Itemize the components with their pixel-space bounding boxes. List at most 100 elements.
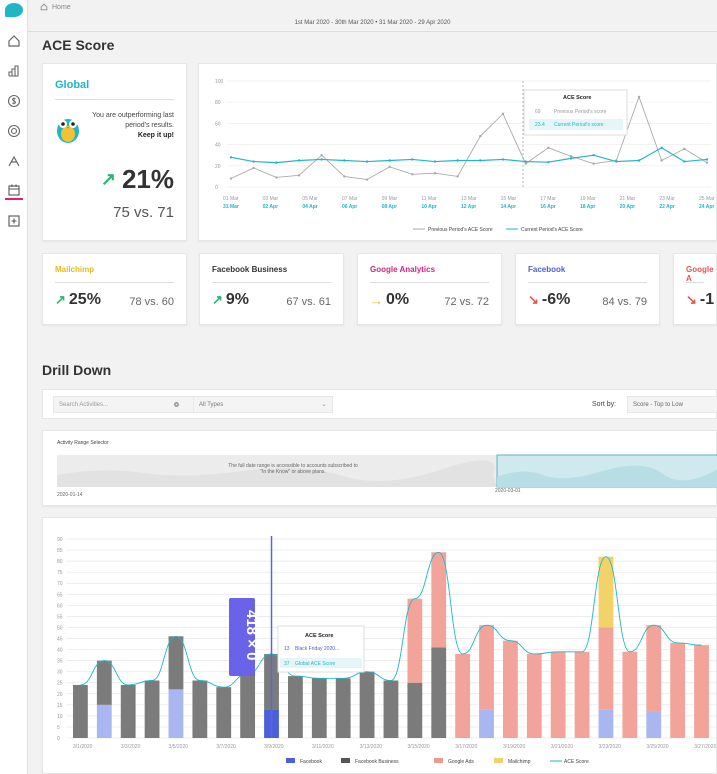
series-point <box>297 159 301 162</box>
drill-bar-chart[interactable]: 9085807570656055504540353025201510503/1/… <box>43 518 717 774</box>
channel-card[interactable]: Mailchimp ↗ 25% 78 vs. 60 <box>42 253 187 325</box>
channel-card[interactable]: Facebook Business ↗ 9% 67 vs. 61 <box>199 253 344 325</box>
home-icon[interactable] <box>5 32 23 50</box>
x-prev-label: 07 Mar <box>342 196 358 202</box>
sort-select[interactable]: Score - Top to Low <box>627 396 717 413</box>
gear-icon[interactable] <box>173 401 180 408</box>
x-prev-label: 17 Mar <box>540 196 556 202</box>
types-select[interactable]: All Types ⌄ <box>193 396 333 413</box>
bar-segment <box>694 645 709 738</box>
tooltip-highlight <box>529 119 623 130</box>
x-prev-label: 23 Mar <box>659 196 675 202</box>
bar-segment <box>311 678 327 738</box>
x-prev-label: 15 Mar <box>501 196 517 202</box>
tooltip-prev-value: 69 <box>535 109 541 115</box>
tooltip-curr-label: Current Period's score <box>554 122 604 128</box>
dollar-icon[interactable] <box>5 92 23 110</box>
series-point <box>705 161 709 164</box>
y-tick-label: 15 <box>57 703 63 709</box>
x-curr-label: 08 Apr <box>382 204 397 210</box>
x-tick-label: 3/11/2020 <box>312 744 334 750</box>
bar-segment <box>622 651 638 738</box>
breadcrumb-home[interactable]: Home <box>52 3 71 11</box>
top-bar: Home <box>28 0 717 16</box>
x-tick-label: 3/7/2020 <box>216 744 236 750</box>
x-tick-label: 3/21/2020 <box>551 744 573 750</box>
calendar-icon[interactable] <box>5 182 23 200</box>
range-selector-title: Activity Range Selector <box>57 440 109 446</box>
y-tick-label: 10 <box>57 714 63 720</box>
series-point <box>456 159 459 162</box>
range-start-date: 2020-01-14 <box>57 492 83 498</box>
bar-segment <box>96 660 112 705</box>
app-logo[interactable] <box>5 3 23 17</box>
add-icon[interactable] <box>5 212 23 230</box>
series-line <box>230 95 708 181</box>
trend-arrow-icon: ↗ <box>55 292 66 307</box>
sort-label: Sort by: <box>592 401 617 408</box>
series-point <box>275 176 278 179</box>
series-point <box>592 162 595 165</box>
nodes-icon[interactable] <box>5 152 23 170</box>
bar-segment <box>168 689 184 738</box>
bar-segment <box>431 552 447 648</box>
ace-score-curve <box>80 551 702 688</box>
channel-title: Mailchimp <box>55 265 95 274</box>
series-point <box>637 95 641 99</box>
target-icon[interactable] <box>5 122 23 140</box>
tooltip-row1-value: 13 <box>284 646 290 652</box>
bar-segment <box>383 680 399 738</box>
up-arrow-icon: ↗ <box>100 169 116 189</box>
bar-segment <box>240 673 256 738</box>
global-percent: ↗ 21% <box>101 164 174 195</box>
trend-arrow-icon: → <box>370 292 383 308</box>
legend-label: Previous Period's ACE Score <box>428 227 493 233</box>
series-point <box>229 177 233 180</box>
series-point <box>569 157 573 160</box>
channel-card[interactable]: Google Analytics → 0% 72 vs. 72 <box>357 253 502 325</box>
breadcrumb[interactable]: Home <box>40 3 71 11</box>
bar-chart-icon[interactable] <box>5 62 23 80</box>
x-tick-label: 3/23/2020 <box>599 744 621 750</box>
bar-segment <box>646 625 662 712</box>
channel-title: Google A <box>686 265 714 283</box>
channel-vs: 72 vs. 72 <box>444 296 489 308</box>
series-point <box>433 172 437 175</box>
x-prev-label: 01 Mar <box>223 196 239 202</box>
x-prev-label: 19 Mar <box>580 196 596 202</box>
series-point <box>660 146 663 149</box>
legend-label: ACE Score <box>564 759 589 765</box>
y-tick-label: 45 <box>57 637 63 643</box>
bar-segment <box>550 651 566 738</box>
channel-percent: → 0% <box>370 291 409 309</box>
x-curr-label: 10 Apr <box>421 204 436 210</box>
date-range[interactable]: 1st Mar 2020 - 30th Mar 2020 • 31 Mar 20… <box>28 18 717 32</box>
legend-swatch <box>434 758 443 763</box>
series-point <box>456 175 459 178</box>
channel-card[interactable]: Google A ↘ -1 <box>673 253 717 325</box>
channel-card[interactable]: Facebook ↘ -6% 84 vs. 79 <box>515 253 660 325</box>
bar-segment <box>288 676 303 738</box>
y-tick-label: 0 <box>57 736 60 742</box>
legend-swatch <box>494 758 503 763</box>
drill-bar-chart-card: 90 85 80 75 70 65 60 55 50 45 40 35 30 25 20 15 10 5 0 3/1/… <box>42 517 717 774</box>
size-marker-text: 418 × 0 <box>243 610 260 660</box>
bar-segment <box>431 647 447 738</box>
range-selector-track[interactable] <box>43 431 717 507</box>
bar-segment <box>646 711 662 738</box>
bar-segment <box>96 704 112 738</box>
y-tick-label: 40 <box>57 648 63 654</box>
x-curr-label: 31 Mar <box>223 204 239 210</box>
series-point <box>637 159 641 162</box>
legend-label: Facebook Business <box>355 759 399 765</box>
bar-segment <box>73 684 88 738</box>
channel-title: Facebook <box>528 265 566 274</box>
x-prev-label: 05 Mar <box>302 196 318 202</box>
y-tick-label: 80 <box>57 559 63 565</box>
x-prev-label: 09 Mar <box>382 196 398 202</box>
ace-line-chart[interactable]: 100 80 60 40 20 0 01 Mar 31 Mar 03 Mar 02 Apr 05 M… <box>199 64 717 241</box>
x-curr-label: 18 Apr <box>580 204 595 210</box>
series-point <box>524 160 527 163</box>
series-point <box>275 161 278 164</box>
x-prev-label: 03 Mar <box>263 196 279 202</box>
